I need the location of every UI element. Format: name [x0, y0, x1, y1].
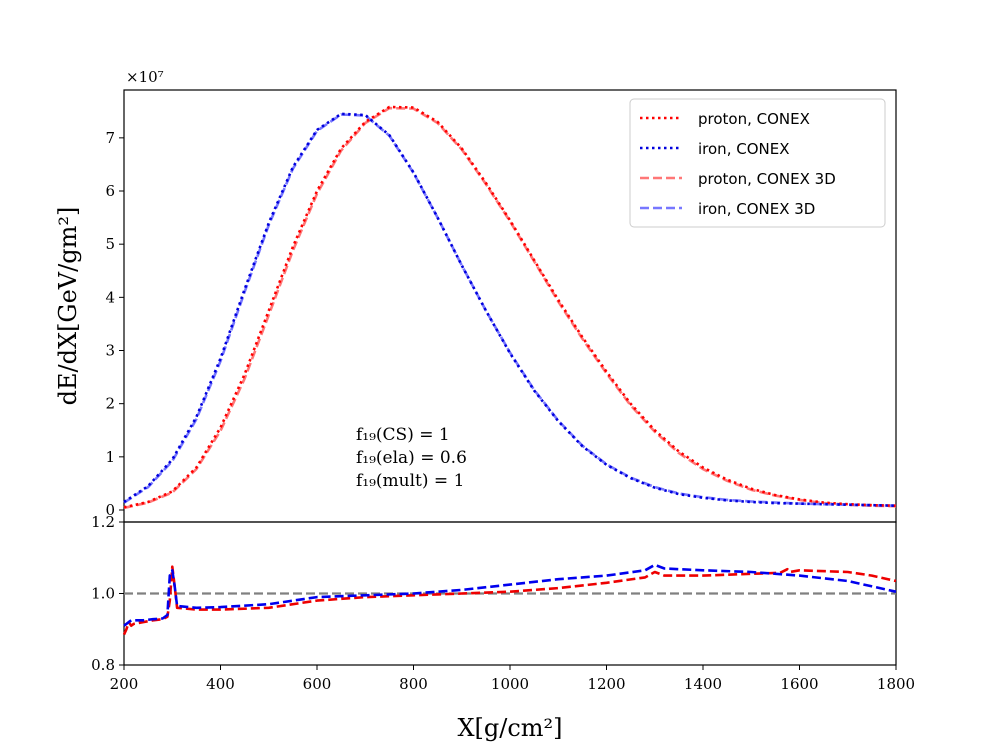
xtick-label: 1800 — [877, 675, 915, 693]
bottom-x-ticks: 200 400 600 800 1000 1200 1400 1600 1800 — [110, 665, 915, 693]
bottom-y-ticks: 0.8 1.0 1.2 — [91, 513, 124, 674]
y-axis-title: dE/dX[GeV/gm²] — [54, 207, 82, 406]
annotation-line-ela: f₁₉(ela) = 0.6 — [356, 448, 467, 468]
y-multiplier: ×10⁷ — [126, 68, 164, 86]
xtick-label: 1400 — [684, 675, 722, 693]
legend: proton, CONEX iron, CONEX proton, CONEX … — [629, 98, 886, 228]
legend-label-iron-conex: iron, CONEX — [698, 140, 789, 158]
top-series-group — [123, 105, 897, 510]
x-axis-title: X[g/cm²] — [457, 714, 562, 742]
line-proton-conex-3d — [123, 106, 897, 510]
xtick-label: 200 — [110, 675, 139, 693]
top-ytick-label: 1 — [105, 448, 115, 466]
bottom-ytick-label: 1.0 — [91, 585, 115, 603]
legend-label-proton-conex-3d: proton, CONEX 3D — [698, 170, 836, 188]
xtick-label: 800 — [399, 675, 428, 693]
top-ytick-label: 4 — [105, 288, 115, 306]
annotation-line-mult: f₁₉(mult) = 1 — [356, 471, 464, 491]
legend-label-proton-conex: proton, CONEX — [698, 110, 810, 128]
legend-label-iron-conex-3d: iron, CONEX 3D — [698, 200, 815, 218]
line-proton-ratio — [122, 565, 897, 636]
bottom-ytick-label: 0.8 — [91, 656, 115, 674]
legend-box — [629, 98, 886, 228]
line-iron-ratio — [123, 563, 897, 627]
xtick-label: 1000 — [491, 675, 529, 693]
top-ytick-label: 0 — [105, 501, 115, 519]
parameter-annotation: f₁₉(CS) = 1 f₁₉(ela) = 0.6 f₁₉(mult) = 1 — [356, 425, 467, 491]
line-iron-conex — [123, 112, 897, 507]
bottom-series-group — [122, 563, 897, 636]
line-iron-conex-3d — [123, 113, 897, 507]
top-ytick-label: 5 — [105, 235, 115, 253]
xtick-label: 600 — [303, 675, 332, 693]
top-ytick-label: 2 — [105, 395, 115, 413]
bottom-ytick-label: 1.2 — [91, 513, 115, 531]
top-ytick-label: 3 — [105, 342, 115, 360]
top-panel: 0 1 2 3 4 5 6 7 ×10⁷ dE/dX[GeV/gm²] f₁₉(CS) = 1… — [54, 68, 897, 523]
xtick-label: 1600 — [780, 675, 818, 693]
bottom-panel: 0.8 1.0 1.2 200 400 600 800 1000 1200 1400 1600 18… — [91, 513, 915, 742]
top-ytick-label: 7 — [105, 129, 115, 147]
xtick-label: 400 — [206, 675, 235, 693]
top-ytick-label: 6 — [105, 182, 115, 200]
top-y-ticks: 0 1 2 3 4 5 6 7 — [105, 129, 124, 519]
xtick-label: 1200 — [587, 675, 625, 693]
annotation-line-cs: f₁₉(CS) = 1 — [356, 425, 450, 445]
